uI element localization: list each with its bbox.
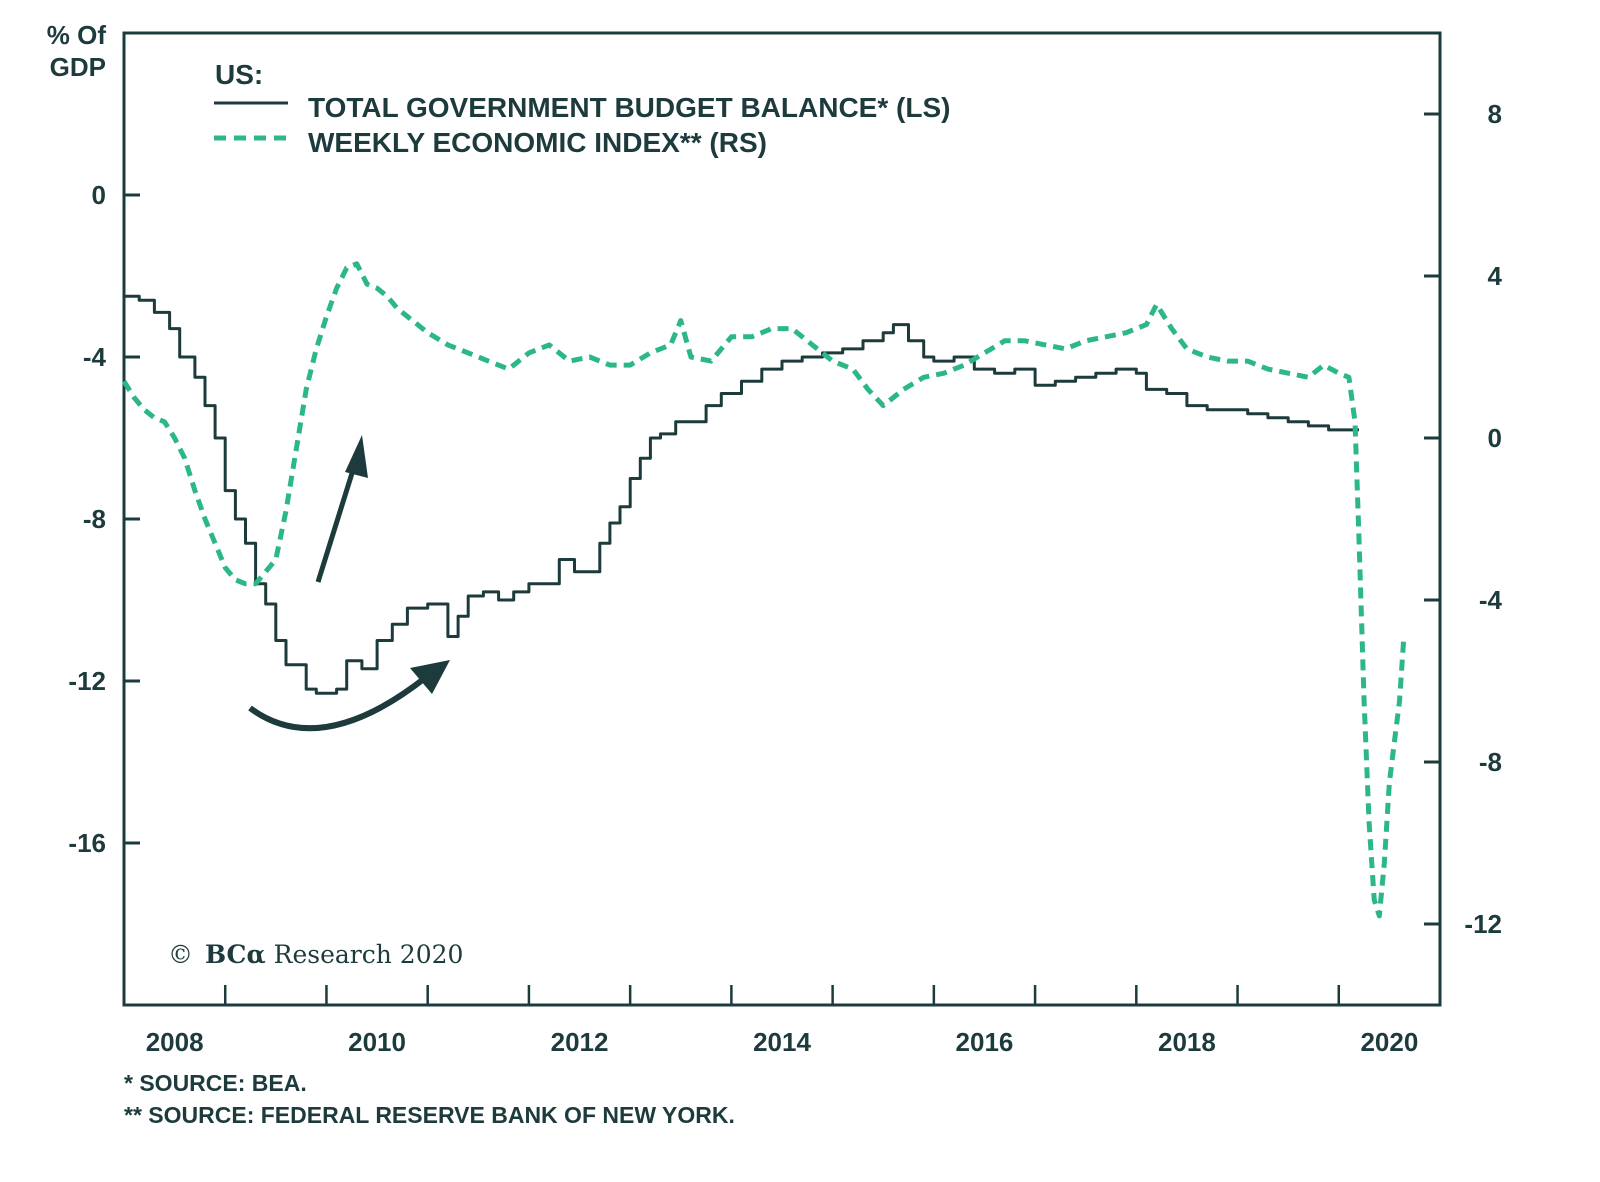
legend-label-budget-balance: TOTAL GOVERNMENT BUDGET BALANCE* (LS) xyxy=(308,92,950,123)
y-right-tick-label: -8 xyxy=(1479,747,1502,777)
series-line-budget-balance xyxy=(124,294,1359,695)
y-right-tick-label: 0 xyxy=(1488,423,1502,453)
legend-heading: US: xyxy=(215,59,263,90)
straight-arrow-shaft xyxy=(315,469,356,583)
y-right-tick-label: 4 xyxy=(1488,261,1503,291)
y-right-tick-label: 8 xyxy=(1488,99,1502,129)
x-tick-label: 2010 xyxy=(348,1027,406,1057)
x-tick-label: 2016 xyxy=(956,1027,1014,1057)
copyright-rest: Research 2020 xyxy=(274,940,464,969)
straight-arrow-head xyxy=(345,435,368,478)
copyright-symbol: © xyxy=(168,940,193,969)
source-note-frbny: ** SOURCE: FEDERAL RESERVE BANK OF NEW Y… xyxy=(124,1102,735,1128)
copyright-brand: BCα xyxy=(205,940,266,969)
x-tick-label: 2008 xyxy=(146,1027,204,1057)
curved-arrow-shaft xyxy=(248,675,427,732)
x-tick-label: 2020 xyxy=(1360,1027,1418,1057)
copyright-watermark: © BCα Research 2020 xyxy=(168,940,463,969)
plot-frame xyxy=(122,31,1442,1007)
x-tick-label: 2014 xyxy=(753,1027,811,1057)
series-layer xyxy=(121,261,1407,919)
y-left-axis-title-line2: GDP xyxy=(50,52,106,82)
y-left-tick-label: -16 xyxy=(68,828,106,858)
legend: US: TOTAL GOVERNMENT BUDGET BALANCE* (LS… xyxy=(214,59,950,158)
y-left-tick-label: -12 xyxy=(68,666,106,696)
y-right-axis: 8 4 0 -4 -8 -12 xyxy=(1424,99,1503,939)
x-tick-label: 2012 xyxy=(551,1027,609,1057)
y-left-tick-label: -4 xyxy=(83,342,107,372)
y-left-tick-label: -8 xyxy=(83,504,106,534)
series-line-weekly-economic-index xyxy=(121,261,1407,919)
x-axis: 2008 2010 2012 2014 2016 2018 2020 xyxy=(146,985,1418,1057)
annotation-arrows xyxy=(248,435,450,732)
y-right-tick-label: -12 xyxy=(1464,909,1502,939)
y-left-axis-title-line1: % Of xyxy=(47,20,107,50)
legend-label-weekly-economic-index: WEEKLY ECONOMIC INDEX** (RS) xyxy=(308,127,767,158)
y-left-axis: 0 -4 -8 -12 -16 xyxy=(68,180,140,858)
x-tick-label: 2018 xyxy=(1158,1027,1216,1057)
y-left-tick-label: 0 xyxy=(92,180,106,210)
curved-arrow-head xyxy=(410,660,450,694)
source-note-bea: * SOURCE: BEA. xyxy=(124,1070,307,1096)
y-right-tick-label: -4 xyxy=(1479,585,1503,615)
